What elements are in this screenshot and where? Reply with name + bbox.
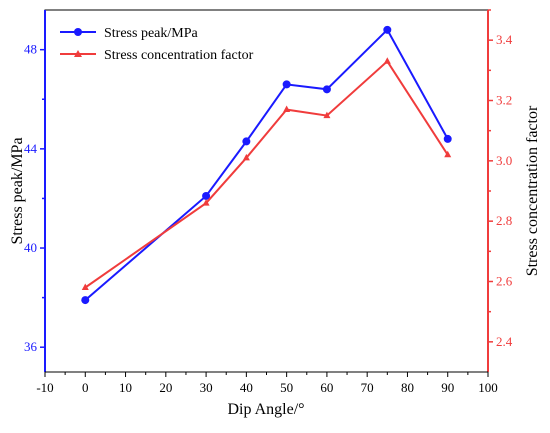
right-y-tick-label: 2.4 [496,334,513,349]
data-point-concentration-factor [242,153,250,161]
left-y-tick-label: 48 [24,42,37,57]
right-y-axis-ticks: 2.4 2.6 2.8 3.0 3.2 3.4 [488,9,513,349]
data-point-stress-peak [202,191,211,200]
x-tick-label: -10 [36,380,53,395]
legend-marker-stress-peak [74,28,82,36]
left-y-axis-ticks: 36 40 44 48 [24,42,45,354]
data-point-stress-peak [322,85,331,94]
data-point-stress-peak [443,134,452,143]
data-point-concentration-factor [383,57,391,64]
x-tick-label: 60 [320,380,333,395]
data-point-concentration-factor [81,283,89,291]
data-point-concentration-factor [202,199,210,206]
legend-marker-concentration-factor [74,50,82,57]
x-tick-label: 90 [441,380,454,395]
x-tick-label: 40 [240,380,253,395]
plot-frame [44,9,489,373]
legend-label-concentration-factor: Stress concentration factor [104,48,254,63]
x-tick-label: 80 [401,380,414,395]
left-y-axis-title: Stress peak/MPa [9,137,26,244]
x-tick-label: 50 [280,380,293,395]
data-point-stress-peak [383,25,392,34]
x-tick-label: 100 [478,380,498,395]
right-y-axis-title: Stress concentration factor [524,105,541,276]
right-y-tick-label: 2.6 [496,274,513,289]
right-y-tick-label: 2.8 [496,213,512,228]
x-tick-label: 20 [159,380,172,395]
right-y-tick-label: 3.0 [496,153,512,168]
x-axis-ticks: -10 0 10 20 30 40 50 60 70 80 90 100 [36,372,498,395]
left-y-tick-label: 36 [24,339,38,354]
legend-label-stress-peak: Stress peak/MPa [104,26,199,41]
data-point-stress-peak [81,296,90,305]
data-point-concentration-factor [323,111,331,119]
data-point-concentration-factor [283,105,291,113]
x-tick-label: 30 [200,380,213,395]
left-y-tick-label: 40 [24,240,37,255]
x-tick-label: 0 [82,380,89,395]
x-tick-label: 70 [361,380,374,395]
x-axis-title: Dip Angle/° [227,401,304,418]
data-point-concentration-factor [444,150,452,158]
left-y-tick-label: 44 [24,141,38,156]
right-y-tick-label: 3.2 [496,93,512,108]
legend: Stress peak/MPa Stress concentration fac… [60,26,254,63]
right-y-tick-label: 3.4 [496,32,513,47]
x-tick-label: 10 [119,380,132,395]
series-layer [81,25,452,305]
data-point-stress-peak [282,80,291,89]
data-point-stress-peak [242,137,251,146]
